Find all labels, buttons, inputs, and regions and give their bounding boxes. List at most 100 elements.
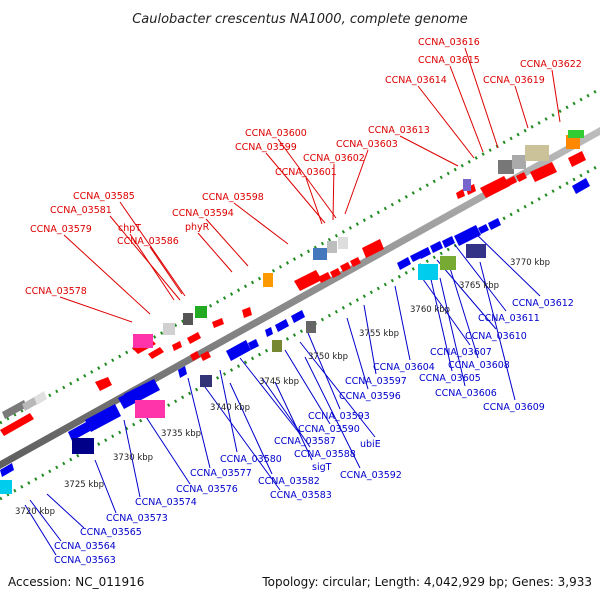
gene-reverse <box>124 380 156 400</box>
gene-gray <box>306 321 316 333</box>
gene-label[interactable]: CCNA_03581 <box>50 205 112 216</box>
gene-label[interactable]: CCNA_03585 <box>73 191 135 202</box>
gene-reverse <box>265 327 273 337</box>
gene-reverse <box>68 421 92 441</box>
gene-label[interactable]: CCNA_03565 <box>80 527 142 538</box>
gene-label[interactable]: CCNA_03590 <box>298 424 360 435</box>
gene-forward <box>480 176 510 198</box>
gene-forward <box>318 272 331 283</box>
gene-label[interactable]: CCNA_03592 <box>340 470 402 481</box>
gene-green <box>195 306 207 318</box>
gene-label[interactable]: sigT <box>312 462 332 473</box>
gene-label[interactable]: CCNA_03602 <box>303 153 365 164</box>
gene-label[interactable]: CCNA_03573 <box>106 513 168 524</box>
gene-purple <box>463 179 471 191</box>
gene-label[interactable]: CCNA_03599 <box>235 142 297 153</box>
gene-reverse <box>291 310 305 323</box>
gene-label[interactable]: CCNA_03593 <box>308 411 370 422</box>
gene-forward <box>516 172 527 182</box>
gene-label[interactable]: CCNA_03563 <box>54 555 116 566</box>
gene-label[interactable]: CCNA_03600 <box>245 128 307 139</box>
kbp-tick-label: 3765 kbp <box>459 281 499 291</box>
gene-forward <box>340 262 351 272</box>
gene-forward <box>200 351 211 361</box>
gene-navy <box>466 244 486 258</box>
gene-label[interactable]: CCNA_03609 <box>483 402 545 413</box>
gene-label[interactable]: CCNA_03615 <box>418 55 480 66</box>
gene-label[interactable]: CCNA_03586 <box>117 236 179 247</box>
gene-label[interactable]: CCNA_03613 <box>368 125 430 136</box>
gene-label[interactable]: CCNA_03610 <box>465 331 527 342</box>
gene-label[interactable]: CCNA_03580 <box>220 454 282 465</box>
gene-label[interactable]: CCNA_03597 <box>345 376 407 387</box>
accession-text: Accession: NC_011916 <box>8 575 144 589</box>
gene-label[interactable]: CCNA_03622 <box>520 59 582 70</box>
gene-label[interactable]: CCNA_03596 <box>339 391 401 402</box>
gene-label[interactable]: chpT <box>118 223 141 234</box>
gene-label[interactable]: phyR <box>185 222 210 233</box>
gene-label[interactable]: CCNA_03606 <box>435 388 497 399</box>
gene-label[interactable]: CCNA_03607 <box>430 347 492 358</box>
gene-forward <box>294 270 322 291</box>
gene-label[interactable]: ubiE <box>360 439 381 450</box>
gene-label[interactable]: CCNA_03612 <box>512 298 574 309</box>
reverse-feature-boxes <box>0 244 486 494</box>
gene-label[interactable]: CCNA_03619 <box>483 75 545 86</box>
gene-olive <box>440 256 456 270</box>
kbp-tick-label: 3745 kbp <box>259 377 299 387</box>
gene-forward <box>330 268 341 278</box>
kbp-tick-label: 3760 kbp <box>410 305 450 315</box>
gene-label[interactable]: CCNA_03614 <box>385 75 447 86</box>
gene-reverse <box>572 178 590 194</box>
gene-label[interactable]: CCNA_03608 <box>448 360 510 371</box>
gene-forward <box>212 318 224 328</box>
gene-label[interactable]: CCNA_03601 <box>275 167 337 178</box>
top-leader-lines <box>59 47 561 323</box>
kbp-tick-label: 3725 kbp <box>64 480 104 490</box>
gene-label[interactable]: CCNA_03583 <box>270 490 332 501</box>
gene-cyan <box>418 264 438 280</box>
forward-genes <box>0 151 586 436</box>
gene-gray <box>2 400 27 419</box>
gene-forward <box>530 162 557 182</box>
gene-label[interactable]: CCNA_03587 <box>274 436 336 447</box>
gene-label[interactable]: CCNA_03578 <box>25 286 87 297</box>
gene-reverse <box>397 257 411 270</box>
kbp-tick-label: 3770 kbp <box>510 258 550 268</box>
gene-label[interactable]: CCNA_03576 <box>176 484 238 495</box>
kbp-ticks: 3720 kbp 3725 kbp 3730 kbp 3735 kbp 3740… <box>15 258 550 517</box>
forward-dotted-track <box>0 87 600 425</box>
gene-label[interactable]: CCNA_03577 <box>190 468 252 479</box>
gene-label[interactable]: CCNA_03594 <box>172 208 234 219</box>
gene-label[interactable]: CCNA_03604 <box>373 362 435 373</box>
gene-reverse <box>178 366 187 378</box>
gene-label[interactable]: CCNA_03564 <box>54 541 116 552</box>
gene-label[interactable]: CCNA_03603 <box>336 139 398 150</box>
gene-reverse <box>275 319 289 332</box>
gene-reverse <box>0 463 14 477</box>
gene-forward <box>350 257 361 267</box>
gene-forward <box>187 332 201 344</box>
gene-gray <box>34 391 47 405</box>
gene-label[interactable]: CCNA_03574 <box>135 497 197 508</box>
gene-label[interactable]: CCNA_03616 <box>418 37 480 48</box>
gene-pink <box>135 400 165 418</box>
gene-label[interactable]: CCNA_03598 <box>202 192 264 203</box>
gene-reverse <box>442 236 455 248</box>
gene-label[interactable]: CCNA_03582 <box>258 476 320 487</box>
gene-gray <box>183 313 193 325</box>
bottom-leader-lines <box>24 229 541 556</box>
gene-gray <box>22 396 39 411</box>
gene-navy <box>72 438 94 454</box>
gene-forward <box>172 341 182 351</box>
gene-label[interactable]: CCNA_03611 <box>478 313 540 324</box>
gene-gray <box>498 160 514 174</box>
gene-label[interactable]: CCNA_03588 <box>294 449 356 460</box>
gene-label[interactable]: CCNA_03579 <box>30 224 92 235</box>
bottom-gene-labels: CCNA_03612 CCNA_03611 CCNA_03610 CCNA_03… <box>54 298 574 566</box>
gene-forward <box>0 413 34 436</box>
top-gene-labels: CCNA_03616 CCNA_03615 CCNA_03622 CCNA_03… <box>25 37 582 297</box>
gene-label[interactable]: CCNA_03605 <box>419 373 481 384</box>
gene-navy <box>200 375 212 387</box>
